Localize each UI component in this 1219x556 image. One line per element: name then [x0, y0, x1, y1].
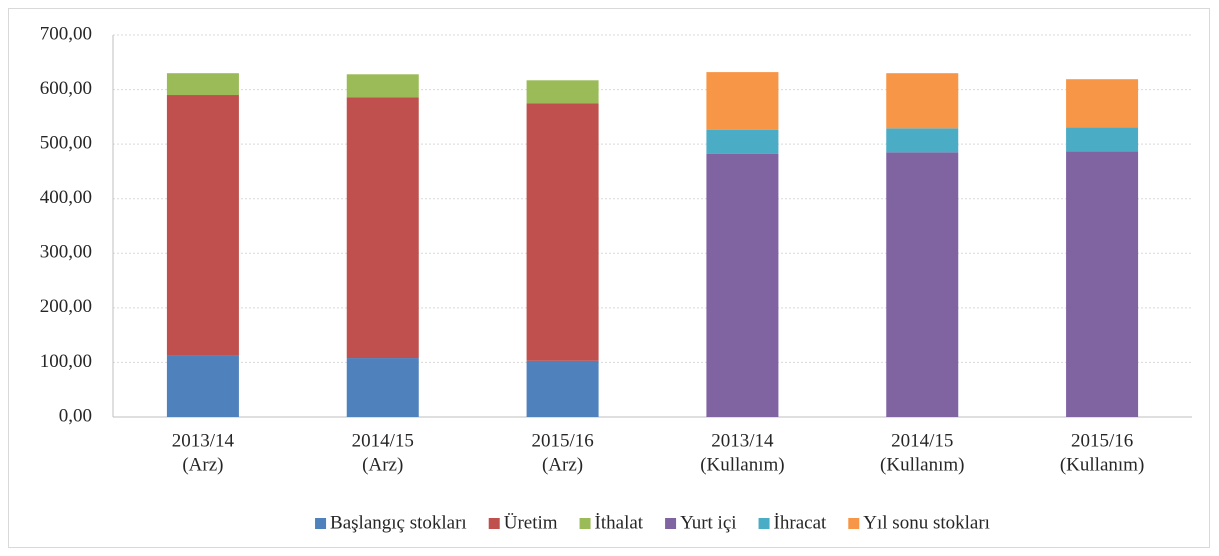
- legend-swatch: [315, 518, 327, 529]
- x-tick-label: 2015/16: [1071, 430, 1133, 451]
- bar-segment: [526, 360, 599, 417]
- legend-label: İthalat: [595, 512, 644, 533]
- y-tick-label: 200,00: [40, 296, 92, 317]
- bar-segment: [1066, 151, 1139, 418]
- y-tick-label: 100,00: [40, 351, 92, 372]
- y-tick-label: 500,00: [40, 133, 92, 154]
- bar-segment: [1066, 127, 1139, 152]
- x-tick-label: 2015/16: [531, 430, 593, 451]
- legend-label: İhracat: [774, 512, 827, 533]
- x-tick-label: 2014/15: [352, 430, 414, 451]
- legend-label: Yurt içi: [680, 512, 736, 533]
- legend-swatch: [665, 518, 677, 529]
- x-tick-label: 2014/15: [891, 430, 953, 451]
- legend-swatch: [848, 518, 860, 529]
- legend-swatch: [758, 518, 770, 529]
- y-tick-label: 300,00: [40, 242, 92, 263]
- y-tick-label: 0,00: [59, 405, 92, 426]
- x-tick-label: (Arz): [182, 454, 223, 475]
- bar-segment: [886, 128, 959, 153]
- legend-swatch: [579, 518, 591, 529]
- bar-segment: [166, 95, 239, 356]
- x-tick-label: (Arz): [542, 454, 583, 475]
- bar-segment: [346, 97, 419, 359]
- bar-segment: [166, 73, 239, 96]
- x-tick-label: (Arz): [362, 454, 403, 475]
- legend-label: Yıl sonu stokları: [863, 512, 990, 533]
- y-tick-label: 600,00: [40, 78, 92, 99]
- x-tick-label: (Kullanım): [1060, 454, 1144, 475]
- bar-segment: [166, 355, 239, 417]
- y-tick-label: 700,00: [40, 23, 92, 44]
- bar-segment: [706, 129, 779, 154]
- y-tick-label: 400,00: [40, 187, 92, 208]
- x-tick-label: (Kullanım): [700, 454, 784, 475]
- bar-segment: [886, 73, 959, 129]
- bar-segment: [1066, 79, 1139, 128]
- bar-segment: [526, 80, 599, 104]
- legend-label: Üretim: [504, 512, 558, 533]
- legend-swatch: [488, 518, 500, 529]
- x-tick-label: 2013/14: [711, 430, 774, 451]
- bar-segment: [706, 153, 779, 418]
- x-tick-label: (Kullanım): [880, 454, 964, 475]
- bar-segment: [886, 152, 959, 418]
- x-tick-label: 2013/14: [172, 430, 235, 451]
- bar-segment: [346, 74, 419, 98]
- bar-segment: [706, 72, 779, 130]
- legend-label: Başlangıç stokları: [330, 512, 467, 533]
- bar-segment: [526, 103, 599, 361]
- bar-segment: [346, 358, 419, 417]
